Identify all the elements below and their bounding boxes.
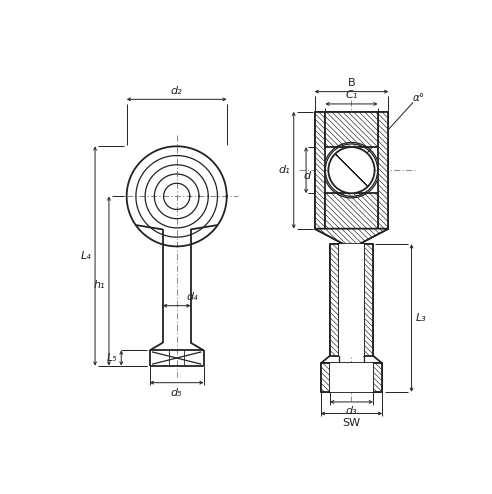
Polygon shape bbox=[325, 112, 378, 147]
Text: d₃: d₃ bbox=[346, 406, 357, 416]
Text: L₅: L₅ bbox=[107, 353, 118, 363]
Polygon shape bbox=[321, 364, 330, 392]
Text: d₅: d₅ bbox=[171, 388, 183, 398]
Text: d₁: d₁ bbox=[278, 165, 290, 175]
Text: C₁: C₁ bbox=[345, 90, 358, 100]
Text: d₂: d₂ bbox=[171, 86, 183, 96]
Text: d: d bbox=[303, 171, 310, 181]
Text: L₃: L₃ bbox=[416, 313, 427, 323]
Polygon shape bbox=[373, 364, 382, 392]
Polygon shape bbox=[330, 244, 339, 356]
Text: α°: α° bbox=[413, 93, 425, 103]
Polygon shape bbox=[314, 229, 389, 244]
Circle shape bbox=[328, 147, 374, 193]
Polygon shape bbox=[364, 244, 373, 356]
Text: L₄: L₄ bbox=[81, 251, 91, 261]
Text: B: B bbox=[348, 78, 355, 88]
Text: h₁: h₁ bbox=[94, 280, 105, 290]
Text: SW: SW bbox=[342, 418, 361, 428]
Polygon shape bbox=[378, 112, 389, 229]
Text: d₄: d₄ bbox=[186, 292, 198, 302]
Polygon shape bbox=[330, 364, 373, 392]
Polygon shape bbox=[339, 244, 364, 356]
Polygon shape bbox=[325, 193, 378, 229]
Polygon shape bbox=[314, 112, 325, 229]
